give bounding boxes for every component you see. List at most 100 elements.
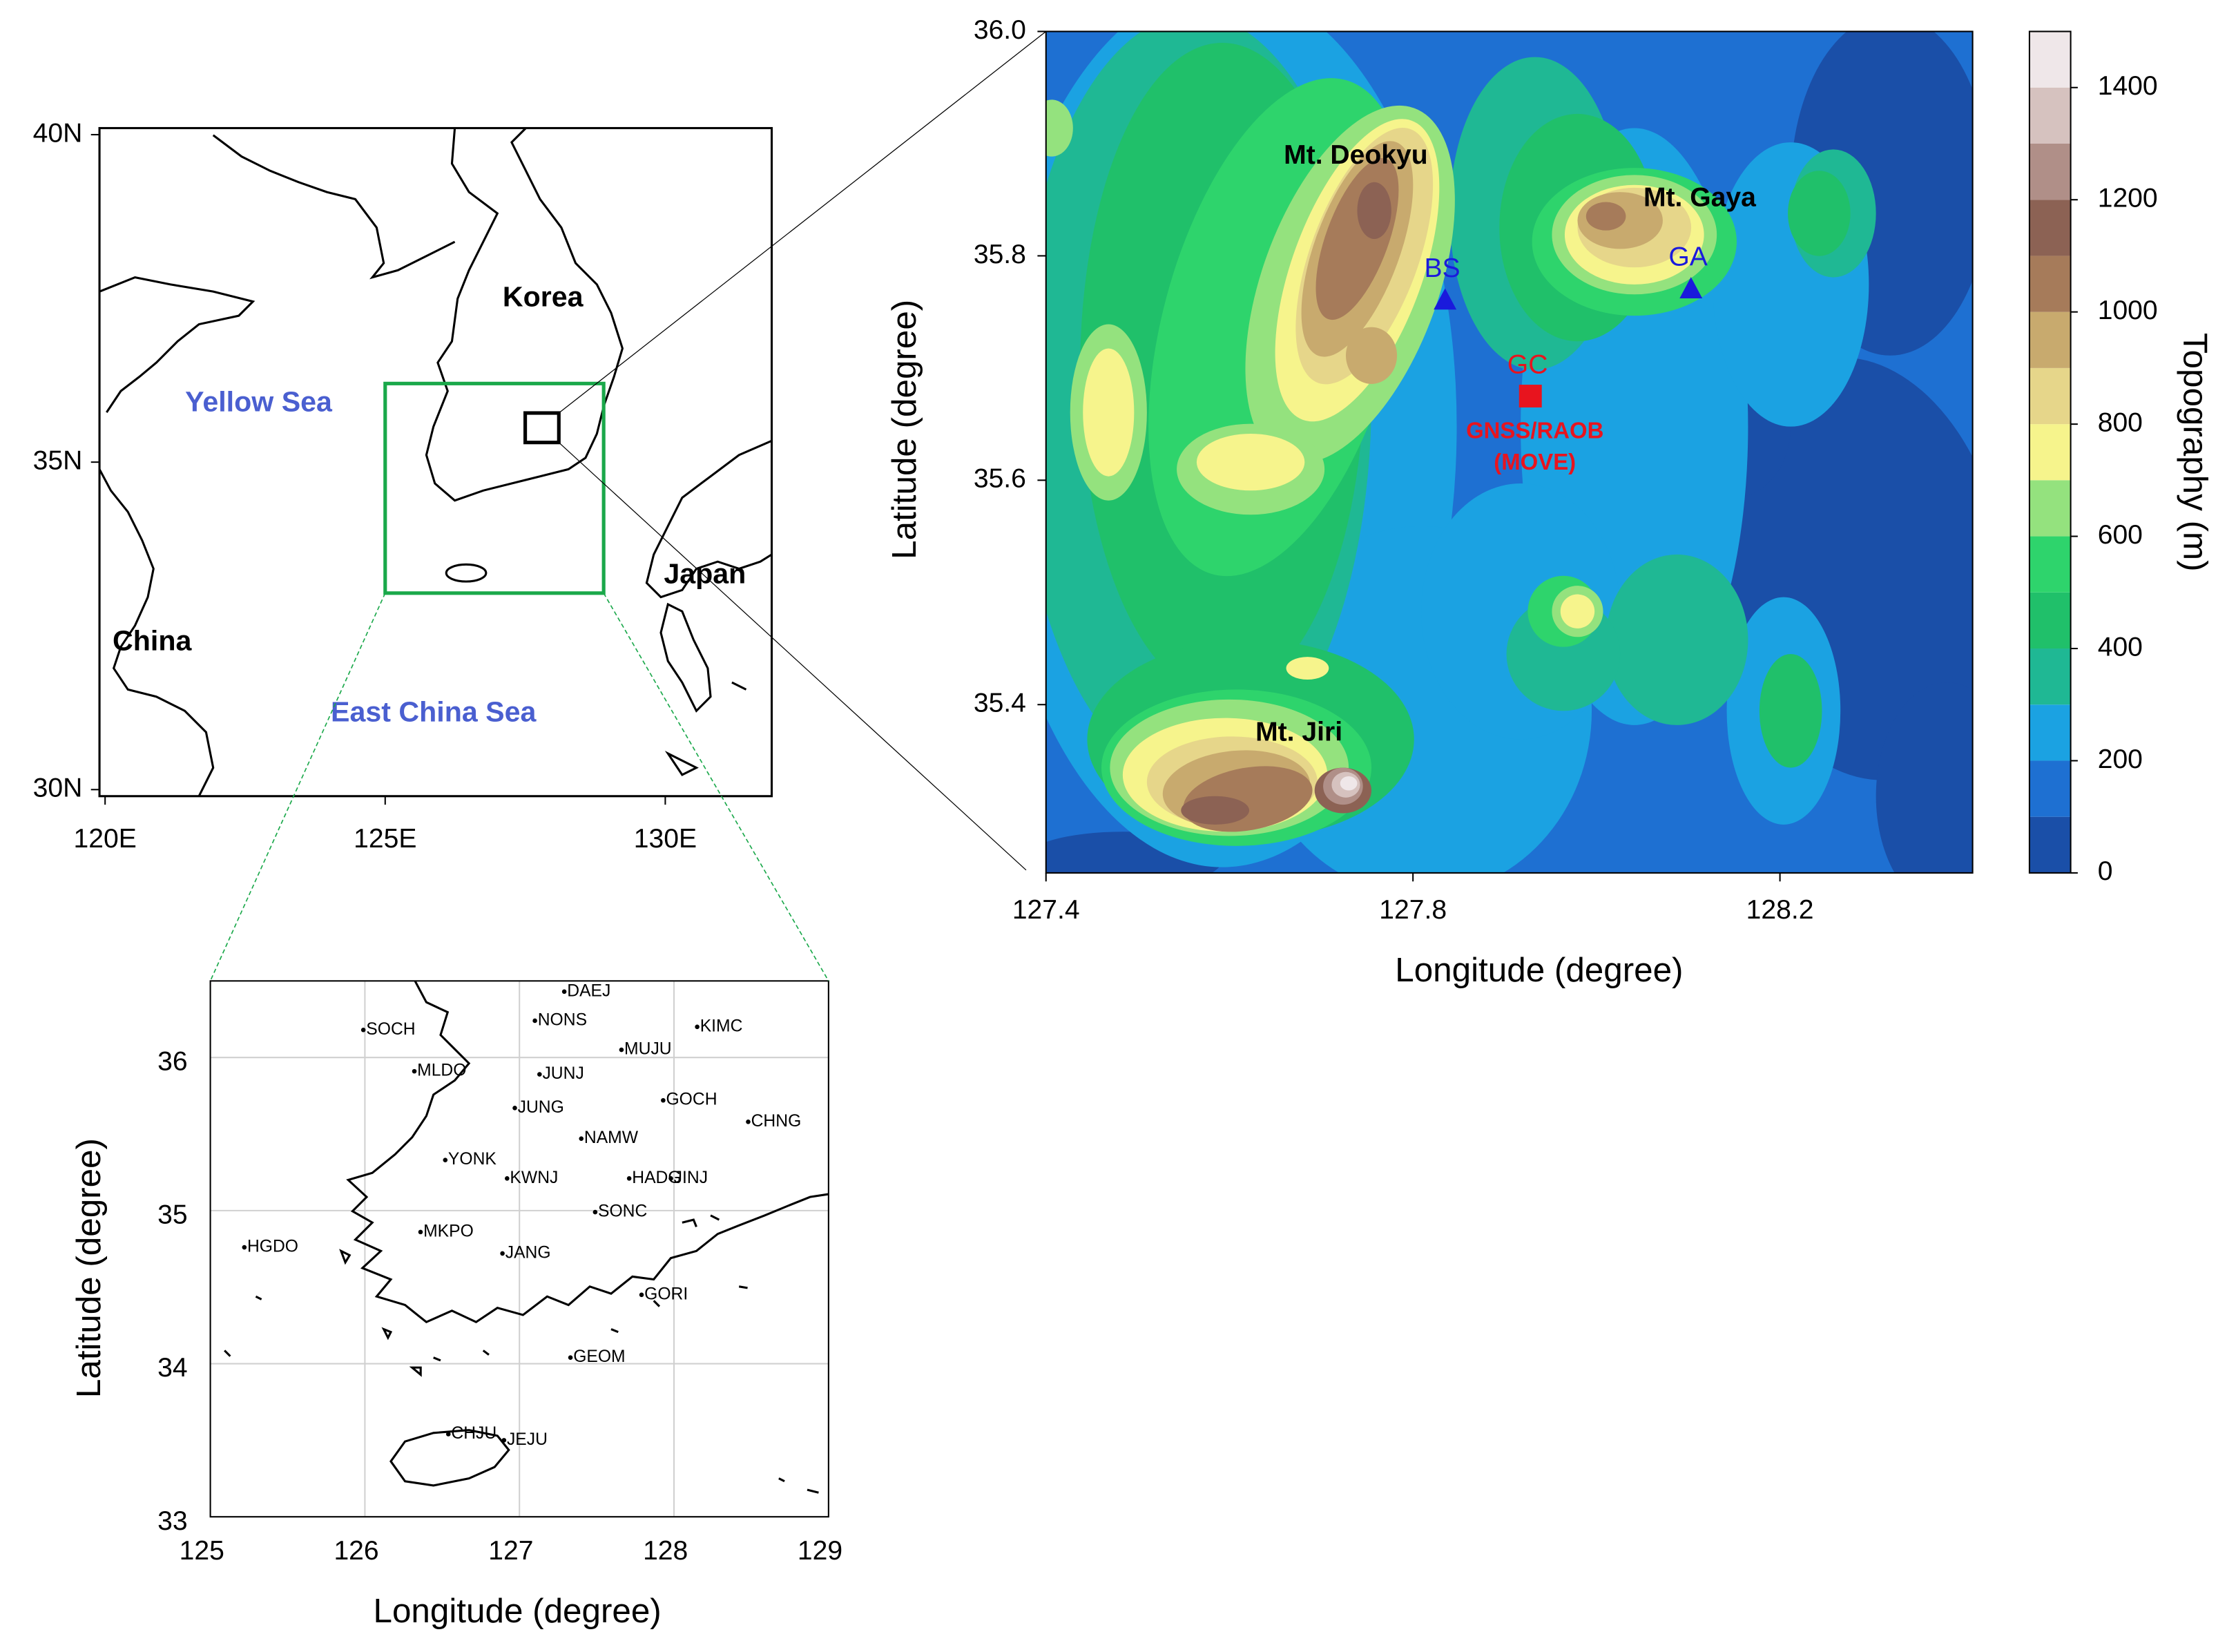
station-label: GORI [644, 1285, 688, 1303]
overview-map: Korea Yellow Sea Japan China East China … [33, 118, 773, 854]
station-label: MKPO [423, 1222, 474, 1240]
x-tick-label: 127.8 [1379, 895, 1447, 925]
station-label: GEOM [573, 1347, 625, 1366]
station-label: NONS [538, 1010, 587, 1029]
x-axis-label: Longitude (degree) [1395, 951, 1683, 989]
connector [603, 593, 829, 981]
terrain-contour [1181, 796, 1250, 825]
station-dot [561, 989, 567, 995]
x-tick-label: 128 [643, 1536, 688, 1566]
station-label: JINJ [674, 1169, 708, 1187]
y-tick-label: 35.6 [974, 464, 1026, 494]
colorbar-band [2029, 200, 2071, 256]
station-dot [412, 1068, 417, 1074]
station-dot [661, 1097, 666, 1103]
y-tick-label: 35 [157, 1200, 187, 1229]
colorbar-tick-label: 400 [2098, 632, 2143, 662]
station-map: DAEJ NONS KIMC SOCH MUJU MLDO JUNJ GOCH JUNG CHNG… [70, 980, 842, 1630]
label-japan: Japan [664, 558, 746, 590]
coast-korea [425, 128, 624, 502]
terrain-contour [1196, 433, 1305, 491]
station-dot [242, 1245, 247, 1250]
colorbar-band [2029, 367, 2071, 425]
station-dot [537, 1072, 542, 1077]
station-label: JUNJ [542, 1064, 584, 1083]
station-dot [639, 1292, 644, 1298]
station-dot [512, 1106, 517, 1111]
peak-label: Mt. Deokyu [1284, 140, 1428, 170]
terrain-contour [1788, 171, 1851, 256]
x-tick-label: 125 [180, 1536, 224, 1566]
site-label: GC [1507, 350, 1548, 380]
terrain-contour [1585, 202, 1626, 231]
station-dot [746, 1119, 751, 1124]
colorbar-tick-label: 1000 [2098, 296, 2158, 325]
colorbar-band [2029, 87, 2071, 144]
gc-note: (MOVE) [1494, 449, 1576, 474]
colorbar-band [2029, 256, 2071, 312]
station-label: CHJU [451, 1424, 497, 1443]
site-label: BS [1424, 253, 1460, 283]
x-tick-label: 127 [488, 1536, 533, 1566]
y-tick-label: 33 [157, 1506, 187, 1536]
terrain-contour [1340, 776, 1358, 791]
terrain-contour [1759, 653, 1822, 768]
y-tick-label: 36 [157, 1047, 187, 1077]
colorbar-tick-label: 0 [2098, 856, 2113, 886]
station-label: KIMC [700, 1017, 743, 1035]
colorbar-band [2029, 480, 2071, 537]
colorbar-band [2029, 143, 2071, 200]
site-marker [1434, 288, 1457, 310]
label-korea: Korea [503, 280, 584, 312]
terrain-contour [1606, 554, 1748, 725]
colorbar-band [2029, 760, 2071, 817]
colorbar-band [2029, 31, 2071, 88]
colorbar-band [2029, 311, 2071, 368]
x-tick-label: 120E [74, 824, 137, 854]
station-label: NAMW [584, 1128, 639, 1147]
station-label: JANG [505, 1243, 551, 1262]
coast-islands [224, 1214, 819, 1494]
label-china: China [113, 624, 192, 656]
colorbar-tick-label: 800 [2098, 407, 2143, 437]
peak-label: Mt. Gaya [1643, 183, 1756, 213]
y-tick-label: 35.4 [974, 689, 1026, 718]
terrain-contour [1045, 99, 1073, 157]
station-label: MUJU [624, 1040, 672, 1059]
station-dot [501, 1438, 507, 1443]
colorbar-band [2029, 704, 2071, 761]
colorbar-tick-label: 1400 [2098, 71, 2158, 101]
domain-box [383, 381, 606, 595]
terrain-contour [1286, 657, 1329, 680]
site-marker [1679, 277, 1703, 298]
y-axis-label: Latitude (degree) [70, 1138, 108, 1398]
coast-china [99, 134, 456, 796]
station-label: SOCH [366, 1020, 415, 1039]
station-label: YONK [448, 1150, 497, 1169]
y-tick-label: 35N [33, 445, 83, 475]
gc-note: GNSS/RAOB [1466, 418, 1603, 443]
terrain-contour [1357, 182, 1391, 240]
y-tick-label: 30N [33, 774, 83, 803]
study-box [523, 411, 561, 445]
coast-southwest-korea [346, 981, 829, 1324]
station-label: CHNG [751, 1112, 802, 1131]
station-label: SONC [598, 1202, 647, 1221]
topo-border [1045, 30, 1974, 874]
colorbar-label: Topography (m) [2177, 333, 2215, 572]
station-dot [592, 1209, 598, 1215]
station-dot [626, 1176, 632, 1181]
label-yellow-sea: Yellow Sea [185, 386, 333, 418]
x-tick-label: 129 [798, 1536, 842, 1566]
coastlines [99, 128, 772, 796]
label-east-china-sea: East China Sea [331, 695, 537, 727]
station-dot [532, 1018, 537, 1024]
x-tick-label: 130E [634, 824, 697, 854]
station-label: JUNG [518, 1098, 564, 1117]
colorbar-tick-label: 600 [2098, 520, 2143, 550]
station-label: DAEJ [567, 981, 610, 1000]
station-dot [443, 1158, 448, 1162]
station-dot [505, 1176, 510, 1181]
overview-frame [99, 128, 772, 796]
